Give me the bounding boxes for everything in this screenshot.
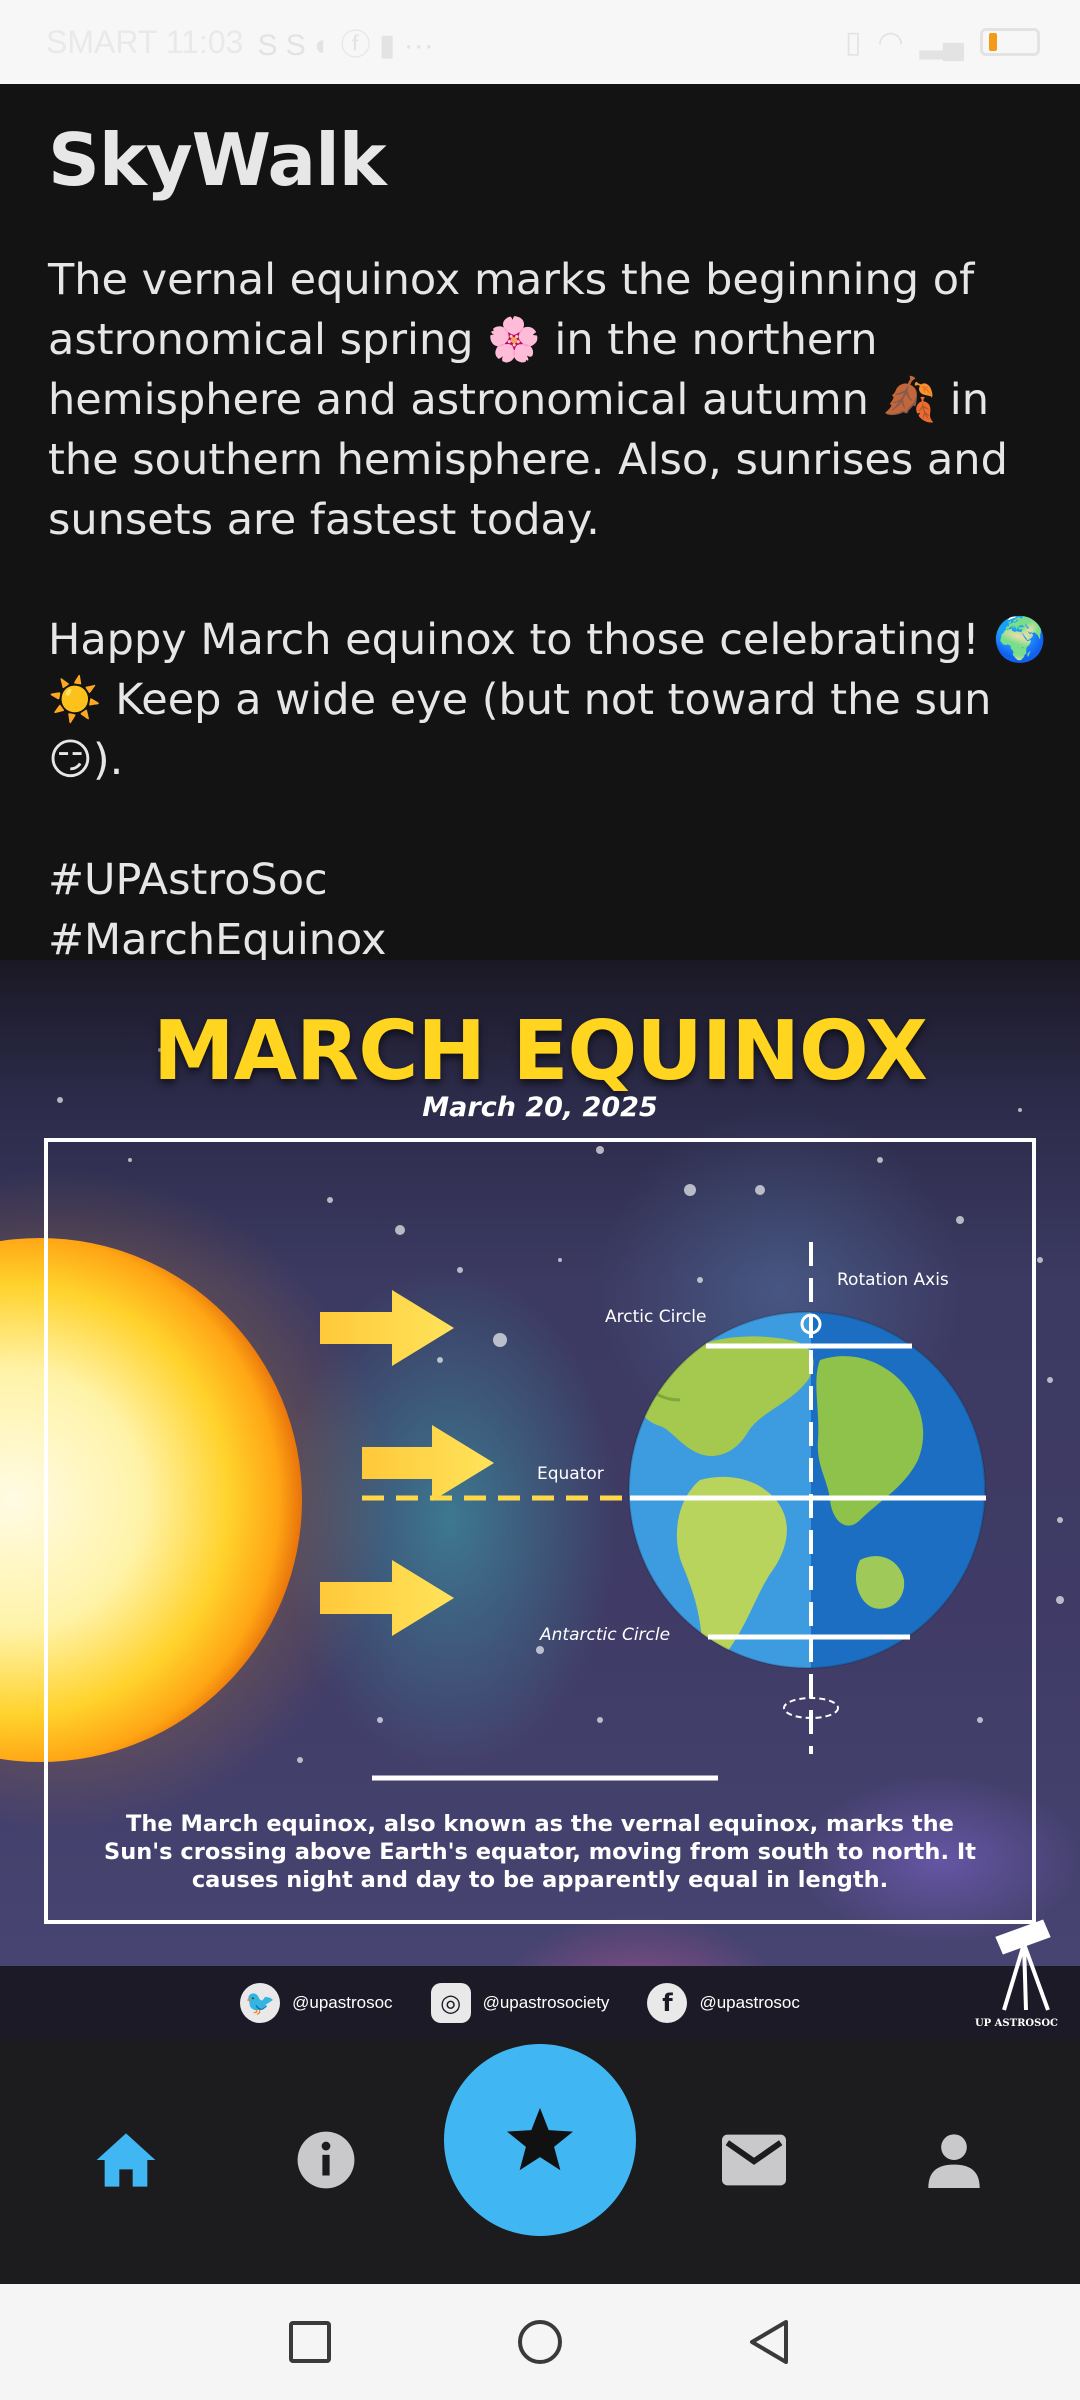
- wifi-icon: ◠: [877, 25, 903, 60]
- instagram-icon: ◎: [431, 1983, 471, 2023]
- featured-star-button[interactable]: [444, 2044, 636, 2236]
- post-text: The vernal equinox marks the beginning o…: [48, 250, 1048, 970]
- social-handle: @upastrosoc: [292, 1993, 392, 2013]
- equinox-poster-image[interactable]: Rotation Axis Arctic Circle Equator Anta…: [0, 960, 1080, 2040]
- status-bar: SMART 11:03 S S ◐ ⓕ ▮ ··· ▯ ◠ ▂▄ 8: [0, 0, 1080, 84]
- nav-info-button[interactable]: [284, 2118, 368, 2202]
- hashtags: #UPAstroSoc #MarchEquinox: [48, 850, 1048, 970]
- nav-profile-button[interactable]: [912, 2118, 996, 2202]
- notification-icons: S S ◐ ⓕ ▮ ···: [257, 20, 433, 64]
- home-icon: [94, 2130, 158, 2190]
- social-facebook: f @upastrosoc: [647, 1983, 799, 2023]
- social-handle: @upastrosociety: [483, 1993, 610, 2013]
- twitter-icon: 🐦: [240, 1983, 280, 2023]
- nav-messages-button[interactable]: [712, 2118, 796, 2202]
- nav-home-button[interactable]: [84, 2118, 168, 2202]
- poster-date: March 20, 2025: [0, 1092, 1080, 1123]
- app-title: SkyWalk: [48, 118, 386, 202]
- poster-caption: The March equinox, also known as the ver…: [100, 1810, 980, 1894]
- back-icon[interactable]: [746, 2318, 790, 2366]
- signal-icon: ▂▄: [920, 25, 964, 60]
- poster-frame: [44, 1138, 1036, 1924]
- home-circle-icon[interactable]: [516, 2318, 564, 2366]
- poster-footer: 🐦 @upastrosoc ◎ @upastrosociety f @upast…: [0, 1966, 1080, 2040]
- info-icon: [295, 2129, 357, 2191]
- post-paragraph: The vernal equinox marks the beginning o…: [48, 250, 1048, 550]
- battery-icon: [980, 28, 1040, 56]
- star-icon: [504, 2105, 576, 2175]
- mail-icon: [722, 2134, 786, 2186]
- poster-title: MARCH EQUINOX: [0, 1004, 1080, 1099]
- status-left: SMART 11:03 S S ◐ ⓕ ▮ ···: [46, 20, 434, 64]
- vibrate-icon: ▯: [845, 25, 862, 60]
- social-handle: @upastrosoc: [699, 1993, 799, 2013]
- social-twitter: 🐦 @upastrosoc: [240, 1983, 392, 2023]
- status-right: ▯ ◠ ▂▄ 8: [845, 25, 1040, 60]
- status-carrier-time: SMART 11:03: [46, 24, 243, 61]
- facebook-icon: f: [647, 1983, 687, 2023]
- telescope-logo-icon: [990, 1918, 1060, 2018]
- system-navigation-bar: [0, 2284, 1080, 2400]
- logo-text: UP ASTROSOC: [975, 2018, 1058, 2029]
- battery-fill: [989, 33, 997, 51]
- hashtag-link[interactable]: #UPAstroSoc: [48, 850, 1048, 910]
- post-paragraph: Happy March equinox to those celebrating…: [48, 610, 1048, 790]
- person-icon: [926, 2132, 982, 2188]
- social-instagram: ◎ @upastrosociety: [431, 1983, 610, 2023]
- recents-icon[interactable]: [288, 2320, 332, 2364]
